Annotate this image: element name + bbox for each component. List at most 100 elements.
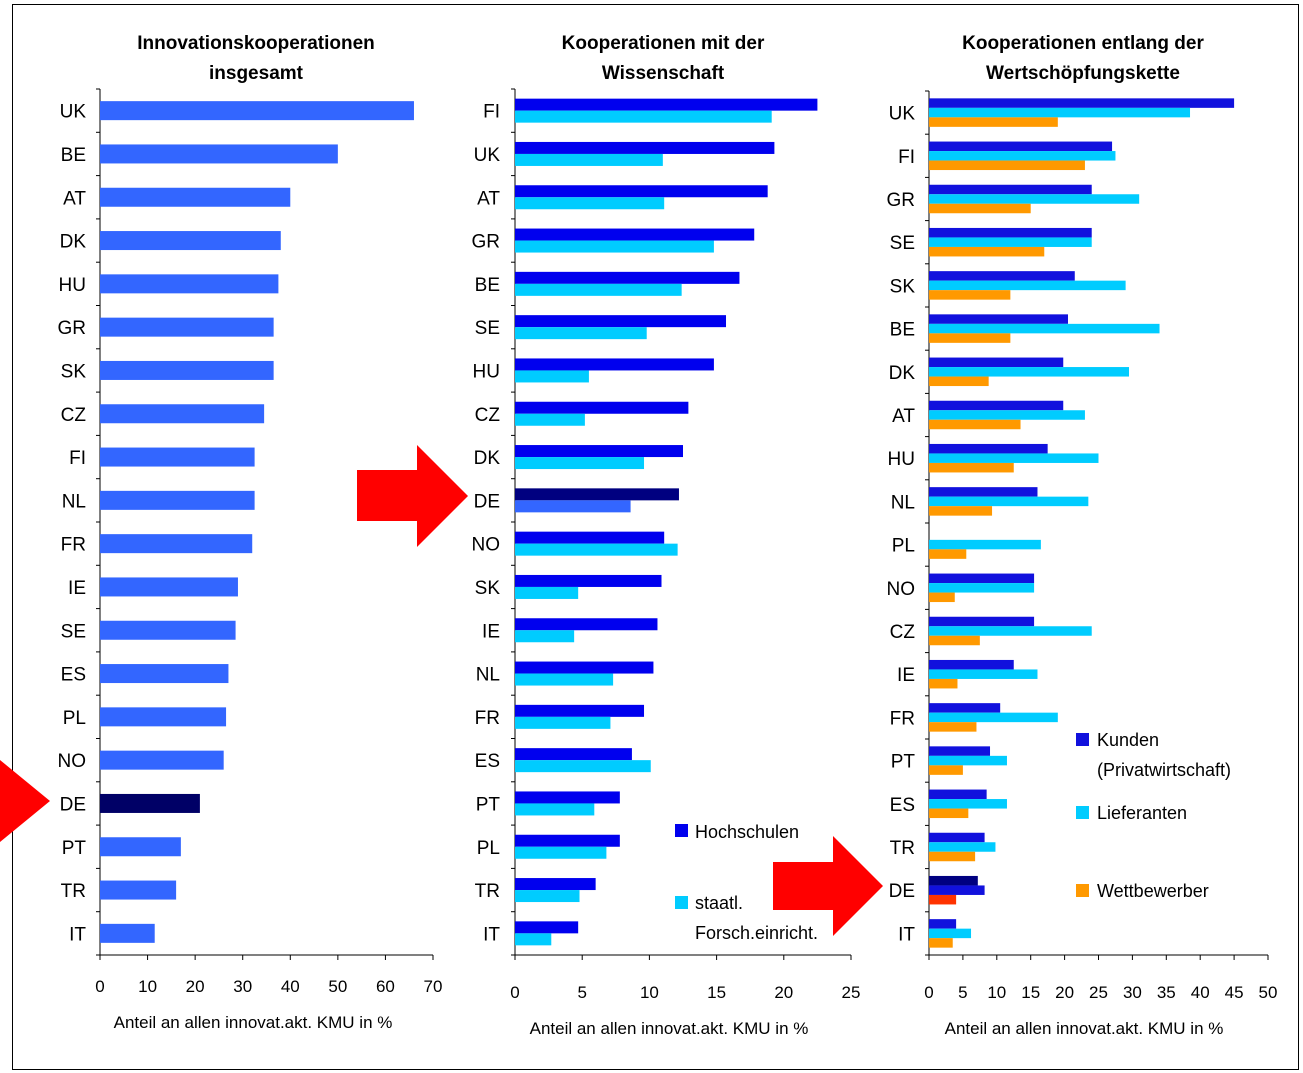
legend-wettbewerber-label: Wettbewerber [1097, 881, 1209, 901]
panel3-category-label: FI [898, 147, 915, 168]
panel1-bar-ie-s0 [100, 577, 238, 597]
panel2-category-label: PL [477, 838, 500, 859]
panel1-bar-hu-s0 [100, 274, 279, 294]
panel3-bar-no-s2 [929, 592, 955, 603]
panel2-bar-hu-s0 [515, 358, 714, 371]
panel2-xtick-label: 5 [577, 983, 586, 1002]
panel2-xtick-label: 25 [842, 983, 861, 1002]
panel2-category-label: DE [474, 491, 500, 512]
panel3-category-label: PL [892, 536, 915, 557]
panel3-bar-nl-s2 [929, 506, 993, 516]
panel2-bar-fi-s1 [515, 110, 772, 123]
panel3-bar-uk-s1 [929, 107, 1191, 118]
panel1-bar-fr-s0 [100, 534, 253, 554]
panel3-bar-nl-s0 [929, 487, 1038, 497]
panel3-bar-pl-s1 [929, 539, 1041, 550]
panel3-bar-tr-s0 [929, 832, 985, 843]
panel3-bar-gr-s0 [929, 184, 1092, 195]
panel2-bar-pt-s0 [515, 791, 620, 804]
panel3-bar-at-s2 [929, 419, 1021, 430]
panel3-bar-de-s1 [929, 885, 985, 895]
panel2-bar-dk-s0 [515, 445, 683, 458]
panel1-xtick-label: 30 [233, 977, 252, 996]
panel1-category-label: PT [62, 838, 87, 859]
panel3-xtick-label: 15 [1021, 983, 1040, 1002]
panel1-xtick-label: 20 [186, 977, 205, 996]
panel1-title-line2: insgesamt [209, 63, 304, 84]
panel3-bar-at-s0 [929, 400, 1064, 411]
panel2-category-label: NL [476, 665, 500, 686]
panel2-bar-cz-s0 [515, 401, 689, 414]
panel3-bar-de-s0 [929, 875, 978, 886]
panel3-bar-dk-s2 [929, 376, 989, 387]
panel2-bar-de-s1 [515, 500, 631, 513]
panel1-bar-it-s0 [100, 923, 155, 943]
panel3-bar-cz-s2 [929, 635, 980, 646]
panel3-category-label: IE [897, 665, 915, 686]
panel2-bar-ie-s0 [515, 618, 658, 631]
panel3-xtick-label: 35 [1157, 983, 1176, 1002]
panel1-category-label: IE [68, 578, 86, 599]
panel2-bar-be-s0 [515, 271, 740, 284]
panel2-category-label: IE [482, 621, 500, 642]
panel2-bar-nl-s0 [515, 661, 654, 674]
legend-hochschulen-swatch [675, 824, 688, 837]
panel3-xtick-label: 10 [987, 983, 1006, 1002]
panel2-bar-de-s0 [515, 488, 679, 501]
panel3-bar-no-s0 [929, 573, 1035, 584]
panel3-category-label: AT [892, 406, 915, 427]
panel1-category-label: IT [69, 924, 86, 945]
panel3-bar-be-s2 [929, 333, 1011, 343]
panel1-category-label: HU [59, 275, 86, 296]
arrow-panel1-de [0, 760, 50, 842]
panel2-bar-es-s1 [515, 760, 651, 773]
legend-hochschulen-label: Hochschulen [695, 822, 799, 842]
panel3-category-label: NO [887, 579, 916, 600]
panel2-bar-at-s1 [515, 197, 665, 210]
panel3-bar-it-s1 [929, 928, 972, 939]
panel3-bar-gr-s1 [929, 194, 1140, 204]
panel3-category-label: PT [891, 752, 916, 773]
panel1-bar-tr-s0 [100, 880, 177, 900]
panel1-bar-uk-s0 [100, 101, 414, 121]
panel1-bar-be-s0 [100, 144, 338, 164]
panel1-category-label: TR [61, 881, 86, 902]
panel1-category-label: FR [61, 535, 86, 556]
panel2-xtick-label: 15 [707, 983, 726, 1002]
panel3-bar-ie-s0 [929, 659, 1014, 670]
panel1-category-label: ES [61, 665, 86, 686]
panel3-category-label: GR [887, 190, 916, 211]
panel2-bar-fi-s0 [515, 98, 818, 111]
panel2-title-line2: Wissenschaft [602, 63, 725, 84]
panel1-bar-pt-s0 [100, 837, 181, 857]
legend-staatl-label-line1: staatl. [695, 893, 743, 913]
panel2-bar-nl-s1 [515, 673, 614, 686]
panel2-bar-it-s1 [515, 933, 552, 946]
panel3-bar-ie-s1 [929, 669, 1038, 679]
panel1-category-label: DK [60, 232, 87, 253]
panel3-bar-fr-s1 [929, 712, 1058, 723]
panel3-bar-uk-s0 [929, 98, 1235, 108]
panel1-bar-gr-s0 [100, 317, 274, 337]
panel3-bar-cz-s1 [929, 626, 1092, 636]
legend-lieferanten-label: Lieferanten [1097, 803, 1187, 823]
panel2-xlabel: Anteil an allen innovat.akt. KMU in % [530, 1019, 809, 1038]
panel2-category-label: DK [474, 448, 501, 469]
panel2-category-label: SE [475, 318, 500, 339]
panel2-bar-at-s0 [515, 185, 768, 198]
panel2-title-line1: Kooperationen mit der [562, 33, 765, 54]
panel1-category-label: NL [62, 491, 86, 512]
panel2-bar-se-s0 [515, 315, 727, 328]
panel2-bar-sk-s1 [515, 586, 579, 599]
panel3-bar-sk-s2 [929, 290, 1011, 300]
panel3-bar-de-s2 [929, 894, 957, 905]
panel1-xlabel: Anteil an allen innovat.akt. KMU in % [114, 1013, 393, 1032]
panel3-xtick-label: 25 [1089, 983, 1108, 1002]
panel1-category-label: DE [60, 794, 86, 815]
panel3-xtick-label: 30 [1123, 983, 1142, 1002]
panel2-bar-pt-s1 [515, 803, 595, 816]
arrow-panel2-de [357, 445, 468, 547]
panel3-xtick-label: 0 [924, 983, 933, 1002]
panel3-bar-fi-s2 [929, 160, 1085, 171]
legend-kunden-label-line1: Kunden [1097, 730, 1159, 750]
